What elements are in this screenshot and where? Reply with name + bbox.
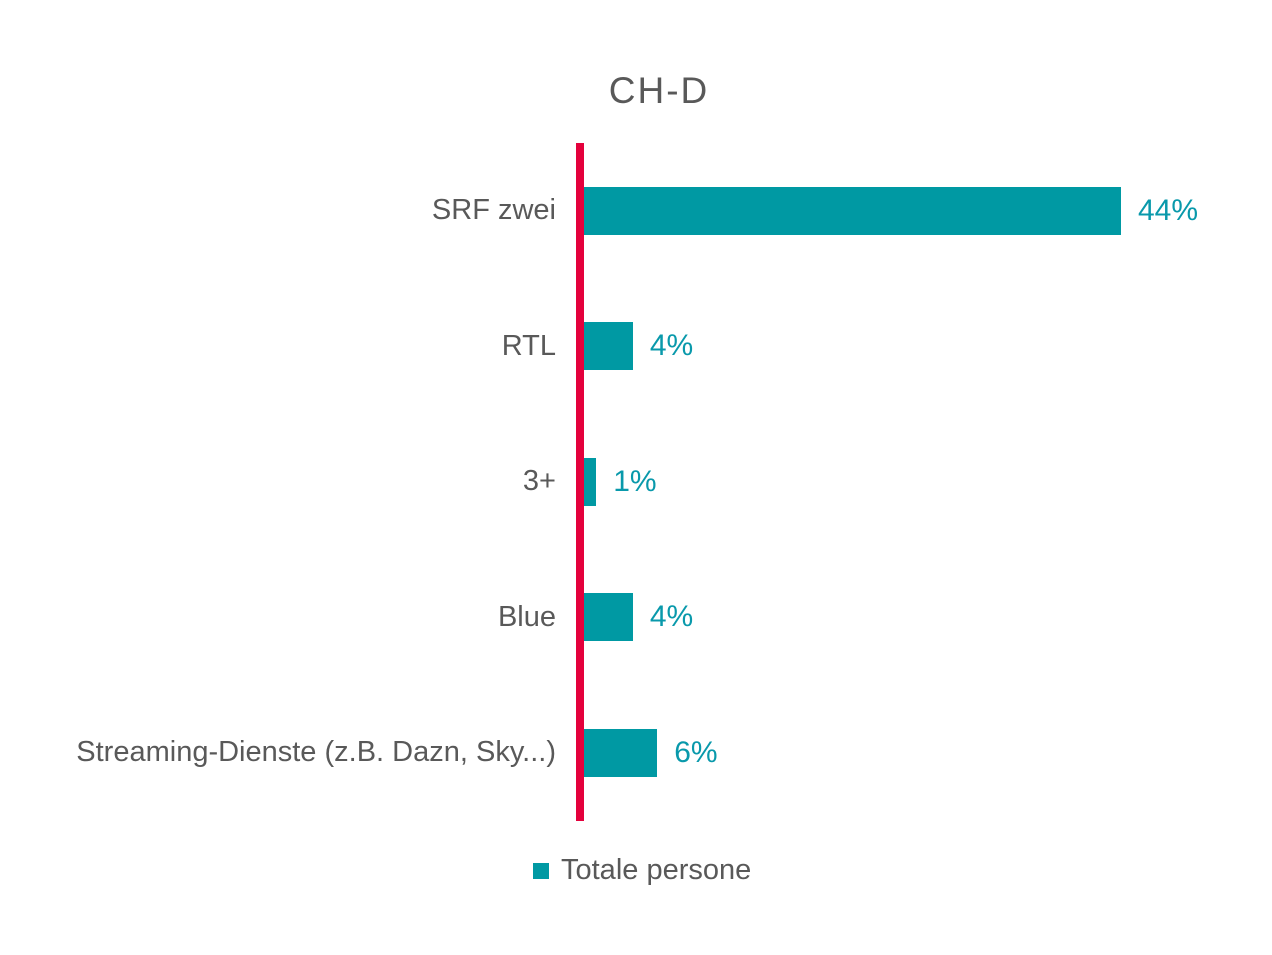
chart-row: RTL 4% bbox=[0, 279, 1272, 415]
bar bbox=[584, 186, 1121, 235]
axis-baseline bbox=[576, 143, 584, 821]
bar bbox=[584, 728, 658, 777]
value-label: 44% bbox=[1138, 193, 1199, 227]
category-label: Blue bbox=[497, 600, 556, 633]
legend-swatch-icon bbox=[533, 862, 549, 879]
category-label: RTL bbox=[501, 329, 556, 362]
category-label: 3+ bbox=[522, 465, 556, 498]
value-label: 4% bbox=[649, 600, 694, 634]
category-label: SRF zwei bbox=[431, 194, 556, 227]
bar bbox=[584, 322, 633, 371]
bar bbox=[584, 457, 597, 506]
chart-row: SRF zwei 44% bbox=[0, 143, 1272, 279]
bar-rows-container: SRF zwei 44% RTL 4% 3+ 1% Blue 4% Streaming-Dien… bbox=[0, 143, 1272, 821]
chart-row: Blue 4% bbox=[0, 550, 1272, 686]
value-label: 6% bbox=[674, 735, 718, 769]
value-label: 1% bbox=[613, 464, 657, 498]
category-label: Streaming-Dienste (z.B. Dazn, Sky...) bbox=[76, 736, 556, 769]
chart-row: Streaming-Dienste (z.B. Dazn, Sky...) 6% bbox=[0, 685, 1272, 821]
legend-label: Totale persone bbox=[561, 854, 752, 886]
chart-title: CH-D bbox=[608, 70, 710, 111]
value-label: 4% bbox=[649, 329, 694, 363]
legend: Totale persone bbox=[533, 854, 751, 887]
chart-row: 3+ 1% bbox=[0, 414, 1272, 550]
bar bbox=[584, 593, 633, 642]
